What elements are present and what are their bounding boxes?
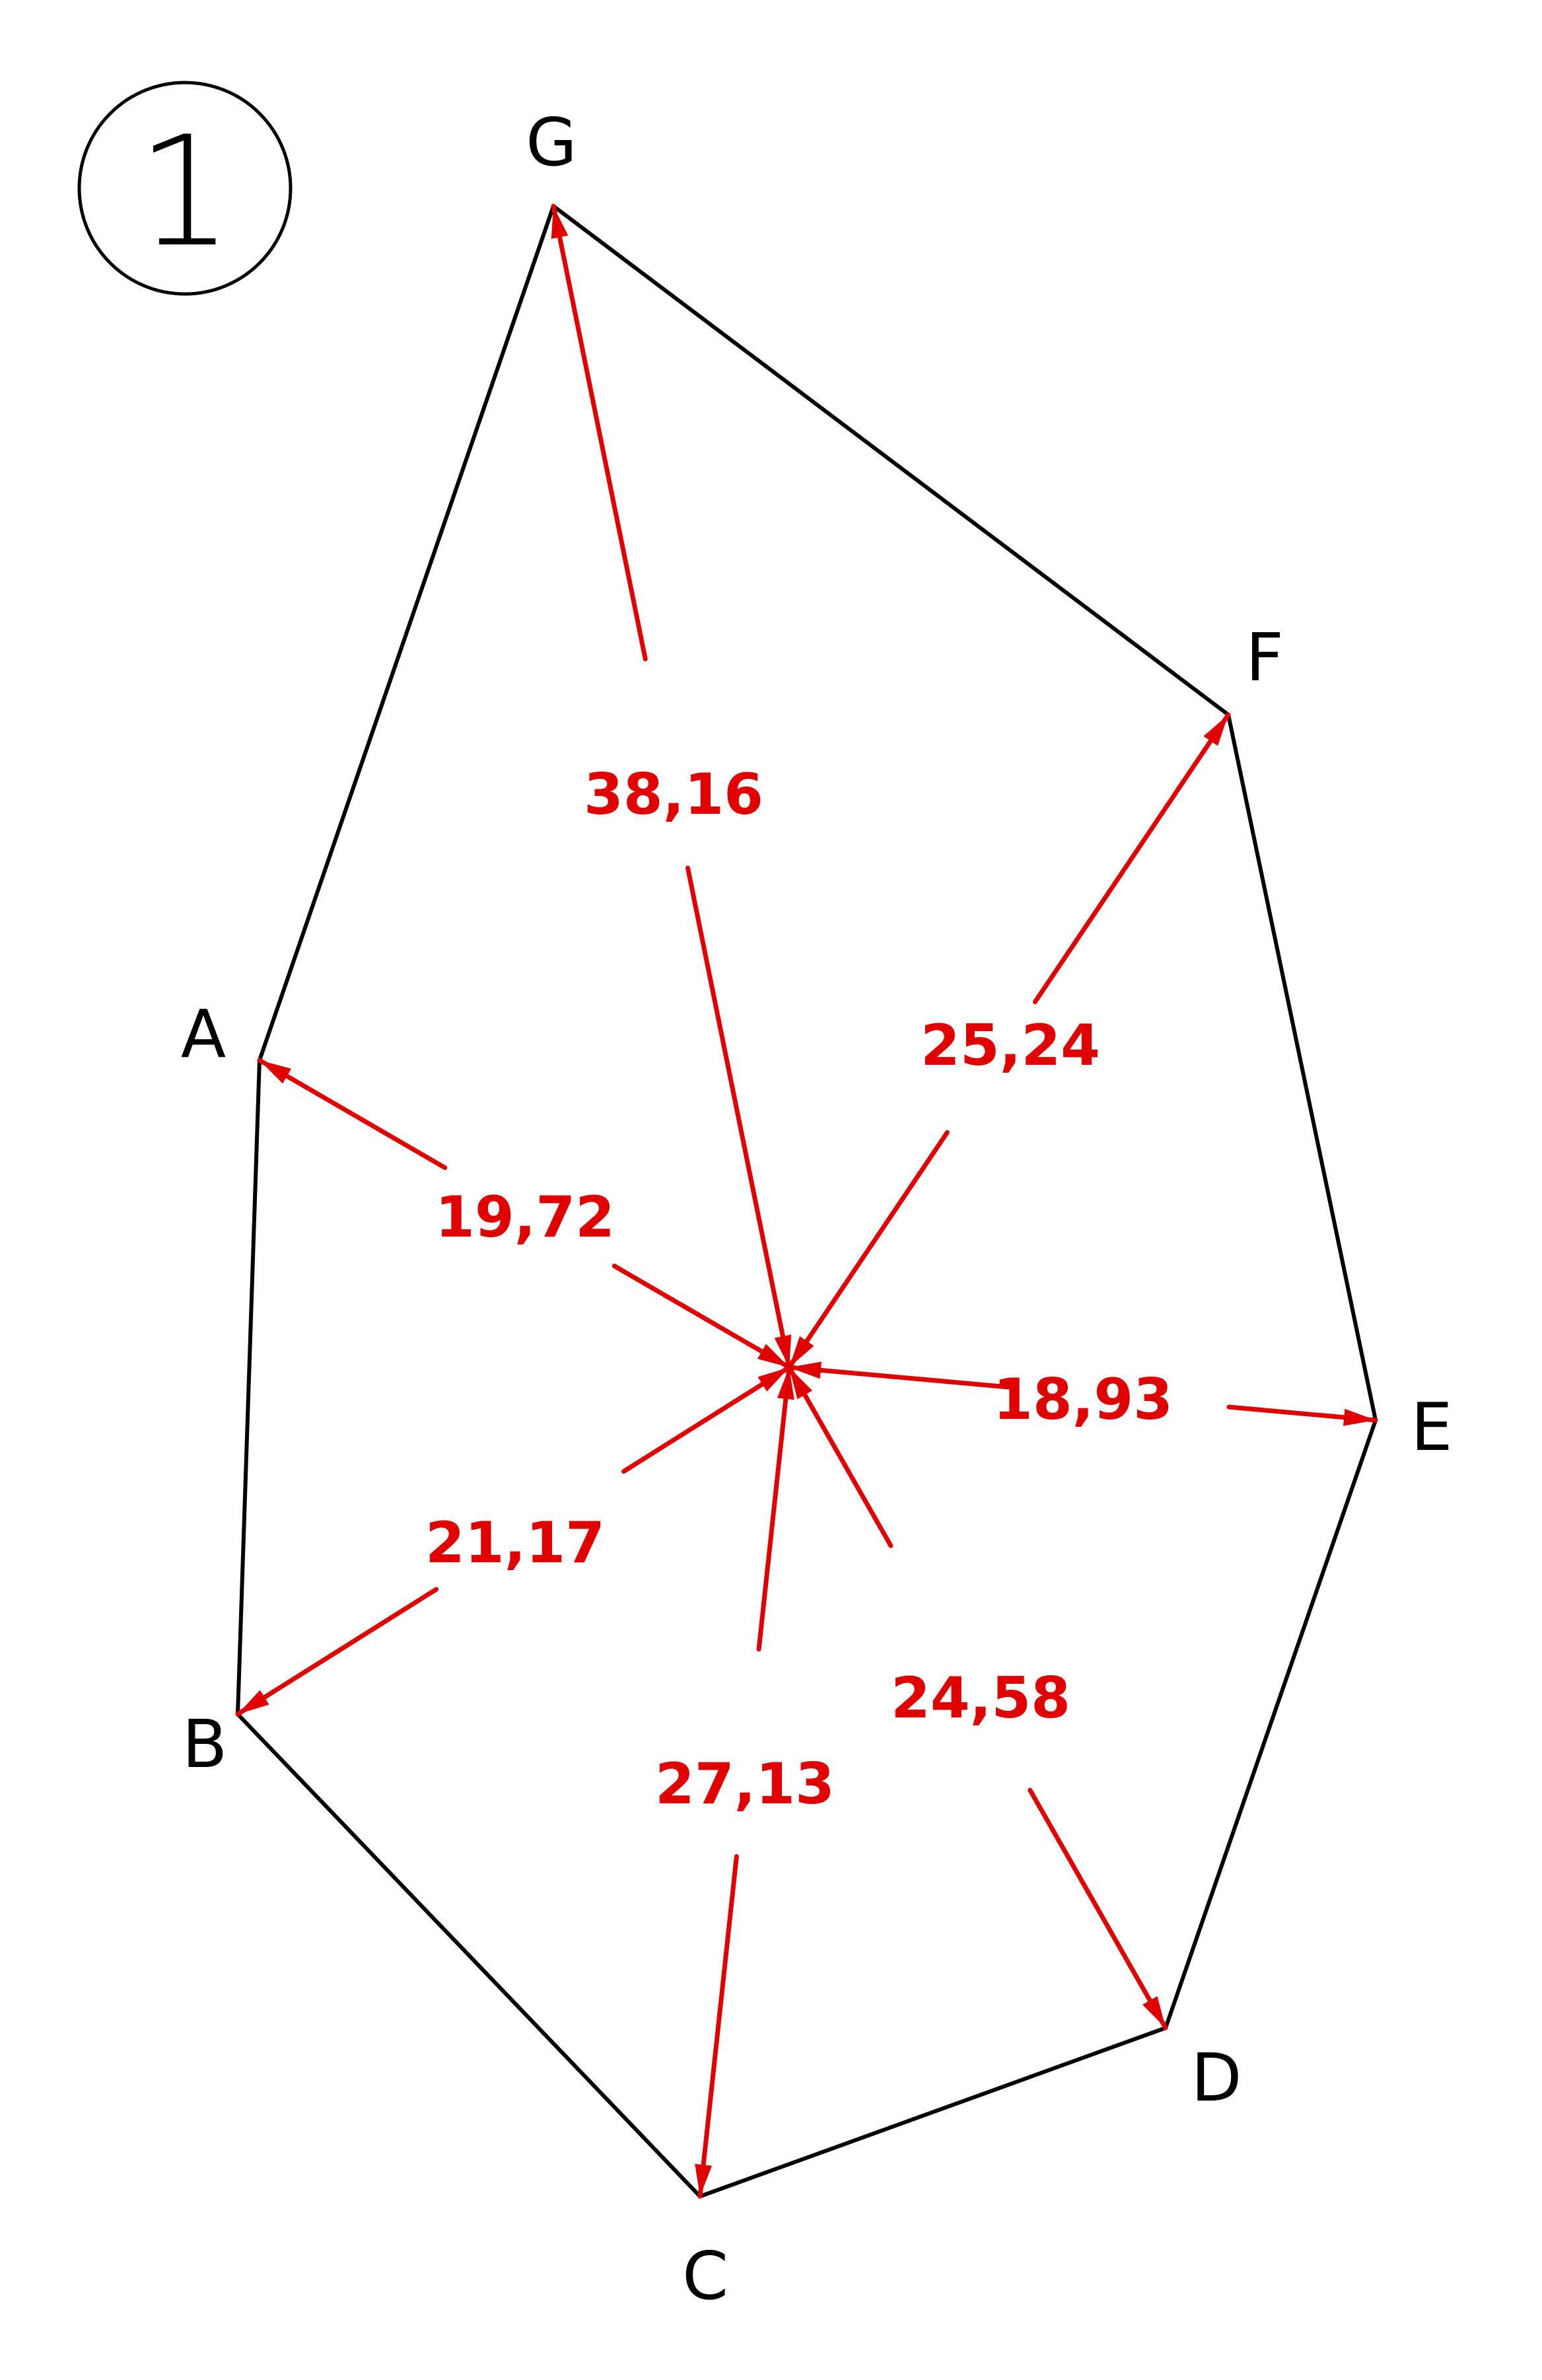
arrowhead-b — [238, 1690, 269, 1714]
arrowhead-center-a — [757, 1344, 789, 1367]
ray-c-inner — [756, 1365, 792, 1652]
arrowhead-center-g — [774, 1334, 792, 1367]
ray-c-outer — [697, 1854, 739, 2199]
vertex-label-a: A — [181, 995, 226, 1073]
edge-f-e — [1226, 713, 1378, 1422]
distance-label-f: 25,24 — [921, 1013, 1100, 1079]
vertex-label-d: D — [1191, 2039, 1242, 2116]
arrowhead-c — [695, 2163, 713, 2196]
ray-f-inner — [787, 1130, 950, 1370]
vertex-labels: G F E D C B A — [181, 104, 1453, 2315]
ray-b-inner — [621, 1365, 792, 1474]
arrowhead-center-c — [777, 1367, 794, 1400]
edge-b-a — [236, 1058, 262, 1716]
polygon-outline — [236, 204, 1378, 2198]
ray-b-outer — [235, 1587, 439, 1717]
vertex-label-c: C — [682, 2237, 728, 2315]
ray-d-inner — [787, 1365, 894, 1548]
vertex-label-b: B — [182, 1706, 228, 1783]
distance-label-e: 18,93 — [993, 1367, 1173, 1433]
distance-label-d: 24,58 — [891, 1665, 1070, 1731]
arrowhead-center-b — [757, 1367, 789, 1392]
figure-number-badge: 1 — [77, 81, 293, 296]
arrowhead-center-d — [789, 1367, 813, 1400]
arrowhead-center-f — [789, 1336, 814, 1367]
arrowhead-center-e — [789, 1361, 822, 1379]
ray-d-outer — [1028, 1787, 1168, 2031]
arrowhead-a — [260, 1060, 292, 1084]
ray-a-outer — [257, 1058, 448, 1171]
edge-d-c — [698, 2026, 1168, 2198]
edge-c-b — [236, 1712, 702, 2198]
distance-label-g: 38,16 — [584, 762, 763, 828]
ray-a-inner — [612, 1264, 792, 1370]
figure-number: 1 — [137, 104, 233, 281]
edge-g-f — [551, 204, 1230, 717]
distance-rays — [235, 203, 1378, 2199]
distance-label-c: 27,13 — [655, 1751, 835, 1817]
distance-label-b: 21,17 — [425, 1510, 605, 1576]
vertex-label-f: F — [1245, 619, 1284, 696]
distance-label-a: 19,72 — [435, 1184, 615, 1250]
edge-a-g — [258, 204, 555, 1062]
distance-labels: 38,16 25,24 19,72 18,93 21,17 24,58 27,1… — [425, 762, 1173, 1817]
vertex-label-g: G — [526, 104, 577, 181]
ray-g-outer — [551, 203, 648, 662]
arrowhead-f — [1203, 715, 1228, 746]
edge-e-d — [1164, 1418, 1378, 2030]
ray-f-outer — [1032, 712, 1231, 1005]
ray-g-inner — [685, 865, 792, 1370]
badge-circle — [77, 81, 293, 296]
arrowhead-d — [1142, 1996, 1166, 2028]
arrowhead-g — [551, 206, 569, 239]
arrowhead-e — [1343, 1408, 1376, 1426]
ray-e-inner — [787, 1365, 1014, 1390]
vertex-label-e: E — [1411, 1388, 1452, 1466]
